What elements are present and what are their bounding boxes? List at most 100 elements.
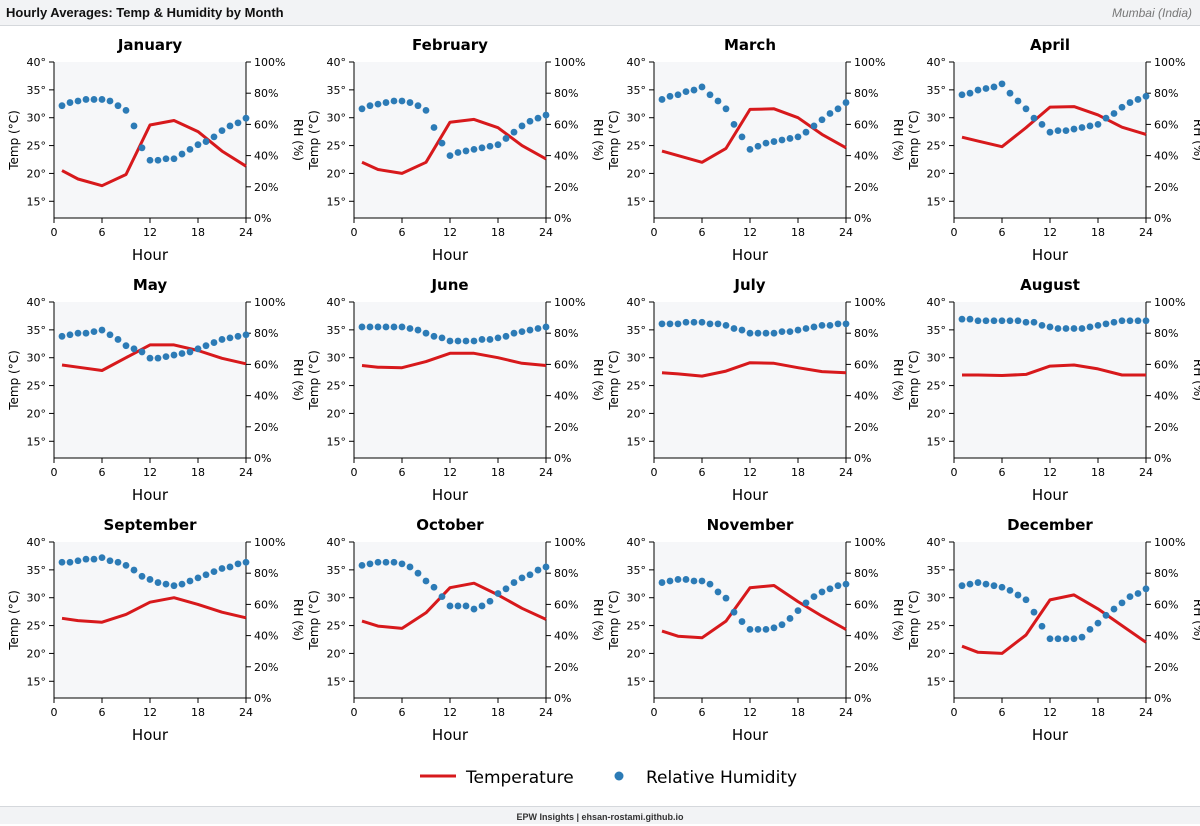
humidity-point bbox=[438, 334, 446, 342]
humidity-point bbox=[90, 328, 98, 336]
y-left-tick-label: 30° bbox=[27, 592, 47, 605]
humidity-point bbox=[746, 625, 754, 633]
humidity-point bbox=[1142, 317, 1150, 325]
y-right-tick-label: 40% bbox=[554, 630, 578, 643]
y-right-axis-label: RH (%) bbox=[891, 359, 905, 401]
y-right-tick-label: 80% bbox=[554, 327, 578, 340]
humidity-point bbox=[666, 577, 674, 585]
y-left-tick-label: 35° bbox=[627, 564, 647, 577]
humidity-point bbox=[730, 325, 738, 332]
humidity-point bbox=[990, 582, 998, 590]
humidity-point bbox=[518, 328, 526, 336]
temperature-line bbox=[961, 593, 1147, 655]
y-right-tick-label: 40% bbox=[1154, 630, 1178, 643]
humidity-point bbox=[210, 568, 218, 576]
y-left-tick-label: 15° bbox=[27, 435, 47, 448]
x-tick-label: 18 bbox=[791, 226, 805, 239]
humidity-point bbox=[454, 337, 462, 345]
humidity-point bbox=[974, 317, 982, 325]
humidity-point bbox=[74, 557, 82, 565]
humidity-point bbox=[106, 331, 114, 339]
y-right-tick-label: 20% bbox=[1154, 181, 1178, 194]
humidity-point bbox=[658, 96, 666, 103]
humidity-point bbox=[382, 99, 390, 106]
humidity-point bbox=[1102, 114, 1110, 122]
humidity-point bbox=[462, 337, 470, 345]
y-right-tick-label: 100% bbox=[1154, 296, 1185, 309]
humidity-point bbox=[390, 558, 398, 566]
humidity-point bbox=[382, 558, 390, 566]
x-tick-label: 18 bbox=[791, 706, 805, 719]
plot-area bbox=[54, 302, 246, 458]
humidity-point bbox=[454, 602, 462, 610]
humidity-point bbox=[382, 323, 390, 331]
humidity-point bbox=[1078, 124, 1086, 131]
y-left-axis-label: Temp (°C) bbox=[607, 590, 621, 651]
humidity-point bbox=[714, 588, 722, 596]
humidity-point bbox=[478, 144, 486, 152]
humidity-point bbox=[1038, 322, 1046, 329]
y-right-tick-label: 100% bbox=[854, 296, 885, 309]
y-right-tick-label: 0% bbox=[1154, 212, 1171, 225]
y-right-tick-label: 0% bbox=[854, 452, 871, 465]
chart-panel-april: April 15° 20° 25° 30° 35° 40° 0% 20% 40% 60% 80% 100… bbox=[907, 36, 1200, 264]
x-tick-label: 0 bbox=[351, 466, 358, 479]
humidity-point bbox=[1094, 619, 1102, 627]
y-left-tick-label: 35° bbox=[27, 324, 47, 337]
x-tick-label: 12 bbox=[443, 466, 457, 479]
humidity-point bbox=[690, 86, 698, 94]
humidity-point bbox=[358, 323, 366, 331]
y-right-tick-label: 80% bbox=[254, 87, 278, 100]
humidity-point bbox=[1038, 622, 1046, 630]
humidity-point bbox=[1110, 110, 1118, 117]
y-left-tick-label: 40° bbox=[927, 536, 947, 549]
x-tick-label: 24 bbox=[839, 226, 853, 239]
x-axis-label: Hour bbox=[132, 486, 169, 504]
y-right-tick-label: 0% bbox=[554, 692, 571, 705]
humidity-point bbox=[58, 558, 66, 566]
humidity-point bbox=[146, 354, 154, 362]
humidity-point bbox=[66, 331, 74, 339]
y-left-axis-label: Temp (°C) bbox=[907, 590, 921, 651]
humidity-point bbox=[1054, 325, 1062, 332]
humidity-point bbox=[754, 329, 762, 337]
humidity-point bbox=[510, 579, 518, 586]
humidity-point bbox=[178, 150, 186, 158]
humidity-point bbox=[486, 142, 494, 150]
humidity-point bbox=[998, 317, 1006, 325]
y-left-tick-label: 25° bbox=[927, 380, 947, 393]
humidity-point bbox=[194, 345, 202, 353]
y-right-axis-label: RH (%) bbox=[291, 599, 305, 641]
humidity-point bbox=[762, 139, 770, 147]
humidity-point bbox=[114, 336, 122, 343]
humidity-point bbox=[130, 122, 138, 130]
humidity-point bbox=[82, 555, 90, 563]
humidity-point bbox=[1078, 325, 1086, 332]
location-label: Mumbai (India) bbox=[1111, 6, 1192, 20]
y-left-tick-label: 25° bbox=[327, 380, 347, 393]
y-left-tick-label: 30° bbox=[927, 352, 947, 365]
y-right-tick-label: 60% bbox=[854, 358, 878, 371]
humidity-point bbox=[1126, 99, 1134, 106]
y-right-tick-label: 0% bbox=[254, 452, 271, 465]
humidity-point bbox=[786, 135, 794, 142]
y-left-tick-label: 35° bbox=[27, 84, 47, 97]
humidity-point bbox=[462, 147, 470, 155]
humidity-point bbox=[186, 145, 194, 153]
humidity-point bbox=[422, 577, 430, 585]
humidity-point bbox=[990, 83, 998, 91]
humidity-point bbox=[462, 602, 470, 610]
y-left-tick-label: 15° bbox=[627, 675, 647, 688]
humidity-point bbox=[138, 144, 146, 152]
x-tick-label: 18 bbox=[1091, 466, 1105, 479]
y-right-tick-label: 80% bbox=[254, 327, 278, 340]
humidity-point bbox=[218, 565, 226, 572]
chart-panel-september: September 15° 20° 25° 30° 35° 40° 0% 20% 40% 60% 80… bbox=[7, 516, 305, 744]
y-right-axis-label: RH (%) bbox=[291, 359, 305, 401]
chart-panel-august: August 15° 20° 25° 30° 35° 40° 0% 20% 40% 60% 80% 10… bbox=[907, 276, 1200, 504]
chart-panel-july: July 15° 20° 25° 30° 35° 40° 0% 20% 40% 60% 80% 100%… bbox=[607, 276, 905, 504]
humidity-point bbox=[982, 85, 990, 92]
y-right-axis-label: RH (%) bbox=[591, 359, 605, 401]
x-tick-label: 0 bbox=[651, 466, 658, 479]
y-right-axis-label: RH (%) bbox=[1191, 359, 1200, 401]
